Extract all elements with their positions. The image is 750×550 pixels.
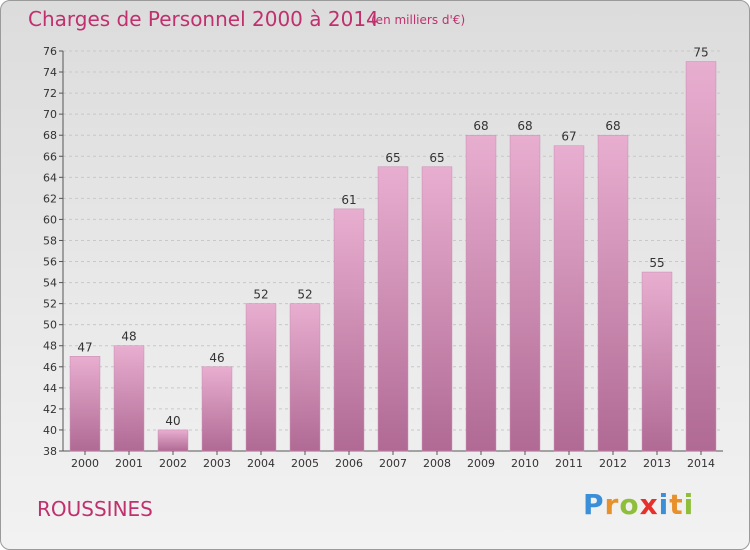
y-tick-label: 76 (43, 45, 57, 58)
bar (685, 61, 717, 452)
y-tick-label: 52 (43, 298, 57, 311)
x-tick-label: 2012 (599, 457, 627, 470)
data-label: 52 (297, 288, 312, 302)
logo-letter: r (604, 488, 620, 521)
bar (377, 166, 409, 452)
bar (113, 345, 145, 452)
y-tick-label: 68 (43, 129, 57, 142)
bar (333, 208, 365, 452)
y-tick-label: 38 (43, 445, 57, 458)
data-label: 65 (385, 151, 400, 165)
x-tick-label: 2000 (71, 457, 99, 470)
y-tick-label: 54 (43, 277, 57, 290)
y-tick-label: 66 (43, 150, 57, 163)
data-label: 46 (209, 351, 224, 365)
y-tick-label: 60 (43, 213, 57, 226)
x-tick-label: 2013 (643, 457, 671, 470)
x-tick-label: 2001 (115, 457, 143, 470)
bar (201, 366, 233, 452)
logo-letter: i (683, 488, 695, 521)
data-label: 75 (693, 46, 708, 60)
x-tick-label: 2008 (423, 457, 451, 470)
y-tick-label: 58 (43, 234, 57, 247)
bar (641, 271, 673, 452)
y-tick-label: 64 (43, 171, 57, 184)
x-tick-label: 2003 (203, 457, 231, 470)
bar (553, 145, 585, 452)
x-tick-label: 2004 (247, 457, 275, 470)
x-tick-label: 2009 (467, 457, 495, 470)
x-tick-label: 2007 (379, 457, 407, 470)
logo-letter: i (658, 488, 670, 521)
data-label: 68 (605, 119, 620, 133)
x-tick-label: 2006 (335, 457, 363, 470)
bar (465, 134, 497, 452)
data-label: 55 (649, 256, 664, 270)
data-label: 40 (165, 414, 180, 428)
y-tick-label: 72 (43, 87, 57, 100)
y-tick-label: 56 (43, 256, 57, 269)
bar (69, 356, 101, 452)
place-name: ROUSSINES (37, 497, 153, 521)
x-tick-label: 2011 (555, 457, 583, 470)
logo-letter: P (583, 488, 605, 521)
y-tick-label: 44 (43, 382, 57, 395)
y-tick-label: 70 (43, 108, 57, 121)
data-label: 68 (517, 119, 532, 133)
y-tick-label: 48 (43, 340, 57, 353)
bar (245, 303, 277, 452)
data-label: 68 (473, 119, 488, 133)
chart-title: Charges de Personnel 2000 à 2014 (28, 7, 379, 31)
y-tick-label: 50 (43, 319, 57, 332)
data-label: 48 (121, 330, 136, 344)
data-label: 47 (77, 340, 92, 354)
bar (597, 134, 629, 452)
chart-unit: (en milliers d'€) (371, 13, 466, 27)
data-label: 65 (429, 151, 444, 165)
bar (421, 166, 453, 452)
logo-letter: t (669, 488, 684, 521)
bar (509, 134, 541, 452)
logo-letter: o (619, 488, 640, 521)
data-label: 52 (253, 288, 268, 302)
bar (157, 429, 189, 452)
y-tick-label: 62 (43, 192, 57, 205)
data-label: 61 (341, 193, 356, 207)
bar (289, 303, 321, 452)
x-tick-label: 2014 (687, 457, 715, 470)
x-tick-label: 2010 (511, 457, 539, 470)
y-tick-label: 74 (43, 66, 57, 79)
x-tick-label: 2005 (291, 457, 319, 470)
y-tick-label: 40 (43, 424, 57, 437)
data-label: 67 (561, 130, 576, 144)
y-tick-label: 46 (43, 361, 57, 374)
logo-letter: x (639, 488, 659, 521)
proxiti-logo: Proxiti (583, 488, 694, 521)
x-tick-label: 2002 (159, 457, 187, 470)
y-tick-label: 42 (43, 403, 57, 416)
